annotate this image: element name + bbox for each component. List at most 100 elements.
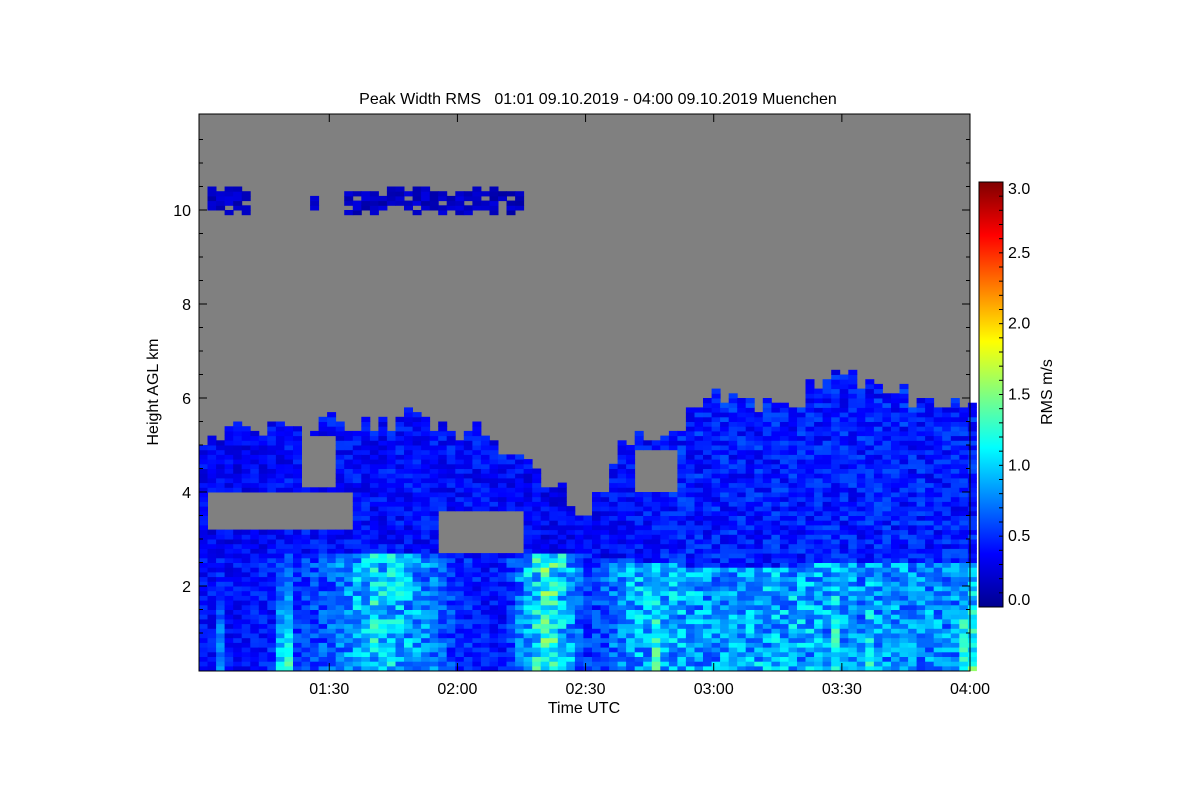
- heatmap-cell: [463, 562, 473, 568]
- heatmap-cell: [814, 430, 824, 437]
- heatmap-cell: [848, 379, 858, 385]
- heatmap-cell: [694, 454, 704, 460]
- heatmap-cell: [814, 623, 824, 629]
- heatmap-cell: [600, 543, 610, 549]
- heatmap-cell: [463, 642, 473, 648]
- heatmap-cell: [865, 393, 875, 399]
- heatmap-cell: [515, 454, 525, 460]
- heatmap-cell: [344, 661, 354, 667]
- heatmap-cell: [950, 529, 960, 535]
- heatmap-cell: [310, 562, 320, 568]
- heatmap-cell: [967, 421, 977, 427]
- heatmap-cell: [532, 473, 542, 479]
- heatmap-cell: [643, 543, 653, 549]
- heatmap-cell: [574, 576, 584, 582]
- heatmap-cell: [677, 604, 687, 610]
- heatmap-cell: [805, 393, 815, 399]
- heatmap-cell: [301, 633, 311, 639]
- heatmap-cell: [438, 501, 448, 507]
- heatmap-cell: [267, 449, 277, 455]
- heatmap-cell: [728, 416, 738, 422]
- heatmap-cell: [626, 586, 636, 592]
- heatmap-cell: [703, 609, 712, 615]
- heatmap-cell: [916, 520, 926, 526]
- heatmap-cell: [899, 473, 909, 479]
- heatmap-cell: [395, 557, 405, 563]
- heatmap-cell: [933, 633, 943, 639]
- heatmap-cell: [745, 576, 755, 582]
- heatmap-cell: [899, 553, 909, 559]
- heatmap-cell: [916, 506, 926, 512]
- heatmap-cell: [515, 614, 525, 620]
- heatmap-cell: [865, 487, 875, 493]
- heatmap-cell: [574, 642, 584, 648]
- heatmap-cell: [959, 416, 969, 422]
- heatmap-cell: [771, 529, 781, 535]
- heatmap-cell: [472, 647, 482, 653]
- heatmap-cell: [241, 195, 251, 202]
- heatmap-cell: [754, 506, 764, 512]
- heatmap-cell: [703, 562, 712, 568]
- heatmap-cell: [668, 600, 678, 606]
- heatmap-cell: [797, 487, 806, 493]
- heatmap-cell: [754, 440, 764, 446]
- heatmap-cell: [882, 614, 892, 620]
- heatmap-cell: [515, 482, 525, 488]
- heatmap-cell: [438, 426, 448, 432]
- heatmap-cell: [865, 609, 875, 615]
- heatmap-cell: [583, 642, 593, 648]
- heatmap-cell: [848, 543, 858, 549]
- heatmap-cell: [831, 661, 841, 667]
- heatmap-cell: [634, 651, 644, 657]
- heatmap-cell: [685, 412, 695, 418]
- heatmap-cell: [258, 529, 268, 535]
- heatmap-cell: [583, 520, 593, 526]
- heatmap-cell: [745, 524, 755, 531]
- heatmap-cell: [771, 468, 781, 474]
- heatmap-cell: [335, 562, 345, 568]
- heatmap-cell: [267, 586, 277, 592]
- heatmap-cell: [797, 529, 806, 535]
- heatmap-cell: [233, 487, 243, 493]
- heatmap-cell: [908, 454, 918, 460]
- heatmap-cell: [395, 510, 405, 516]
- heatmap-cell: [745, 637, 755, 643]
- heatmap-cell: [728, 595, 738, 601]
- heatmap-cell: [933, 473, 943, 479]
- heatmap-cell: [318, 600, 328, 606]
- heatmap-cell: [421, 524, 431, 531]
- heatmap-cell: [438, 463, 448, 469]
- heatmap-cell: [429, 604, 439, 610]
- heatmap-cell: [848, 665, 858, 672]
- heatmap-cell: [429, 463, 439, 469]
- heatmap-cell: [873, 539, 883, 545]
- heatmap-cell: [703, 473, 712, 479]
- heatmap-cell: [480, 553, 490, 559]
- heatmap-cell: [446, 487, 456, 493]
- heatmap-cell: [549, 661, 559, 667]
- heatmap-cell: [711, 449, 721, 455]
- heatmap-cell: [386, 609, 396, 615]
- heatmap-cell: [865, 529, 875, 535]
- heatmap-cell: [344, 473, 354, 479]
- heatmap-cell: [950, 487, 960, 493]
- heatmap-cell: [908, 628, 918, 634]
- heatmap-cell: [327, 426, 337, 432]
- heatmap-cell: [660, 435, 670, 441]
- heatmap-cell: [293, 426, 302, 432]
- heatmap-cell: [540, 496, 550, 502]
- heatmap-cell: [685, 487, 695, 493]
- heatmap-cell: [404, 543, 413, 549]
- heatmap-cell: [566, 623, 576, 629]
- heatmap-cell: [651, 524, 661, 531]
- heatmap-cell: [822, 562, 832, 568]
- heatmap-cell: [455, 618, 465, 625]
- heatmap-cell: [386, 435, 396, 441]
- x-tick-label: 04:00: [950, 681, 990, 698]
- heatmap-cell: [805, 459, 815, 465]
- heatmap-cell: [284, 581, 294, 587]
- heatmap-cell: [540, 553, 550, 559]
- heatmap-cell: [762, 496, 772, 502]
- heatmap-cell: [865, 435, 875, 441]
- heatmap-cell: [779, 628, 789, 634]
